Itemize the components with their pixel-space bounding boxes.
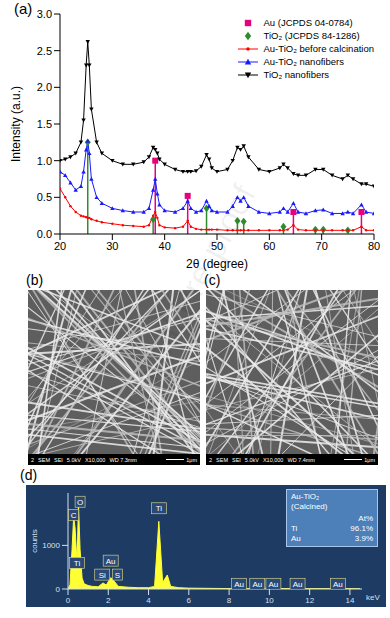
svg-text:Ti: Ti: [74, 559, 81, 568]
svg-text:Journal Pre-proof: Journal Pre-proof: [106, 178, 263, 428]
svg-text:O: O: [77, 498, 83, 507]
svg-text:counts: counts: [30, 529, 39, 553]
svg-text:Au: Au: [252, 580, 262, 589]
svg-text:2.0: 2.0: [37, 81, 52, 93]
svg-text:2.5: 2.5: [37, 45, 52, 57]
svg-text:12: 12: [305, 596, 314, 605]
svg-text:Au: Au: [293, 580, 303, 589]
svg-text:20: 20: [54, 240, 66, 252]
svg-text:30: 30: [106, 240, 118, 252]
svg-text:60: 60: [263, 240, 275, 252]
svg-text:2: 2: [106, 596, 111, 605]
svg-text:4: 4: [146, 596, 151, 605]
svg-text:2θ (degree): 2θ (degree): [186, 257, 248, 271]
svg-text:1.5: 1.5: [37, 118, 52, 130]
svg-text:14: 14: [345, 596, 354, 605]
svg-text:0.0: 0.0: [37, 228, 52, 240]
svg-text:70: 70: [316, 240, 328, 252]
svg-text:0.5: 0.5: [37, 191, 52, 203]
svg-text:S: S: [115, 571, 120, 580]
svg-text:8: 8: [227, 596, 232, 605]
svg-text:Au: Au: [333, 580, 343, 589]
svg-text:40: 40: [159, 240, 171, 252]
svg-text:Ti: Ti: [156, 504, 163, 513]
svg-text:3.0: 3.0: [37, 8, 52, 20]
svg-text:0: 0: [56, 585, 61, 594]
svg-text:Intensity (a.u.): Intensity (a.u.): [9, 86, 23, 162]
svg-text:Au: Au: [106, 557, 116, 566]
svg-text:1000: 1000: [42, 541, 60, 550]
svg-text:Au: Au: [234, 580, 244, 589]
svg-text:50: 50: [211, 240, 223, 252]
svg-text:keV: keV: [366, 593, 380, 602]
svg-text:Au: Au: [268, 580, 278, 589]
svg-text:C: C: [71, 511, 77, 520]
svg-text:Si: Si: [99, 571, 106, 580]
svg-text:80: 80: [368, 240, 380, 252]
svg-text:6: 6: [187, 596, 192, 605]
svg-text:1.0: 1.0: [37, 155, 52, 167]
svg-text:0: 0: [66, 596, 71, 605]
svg-text:10: 10: [265, 596, 274, 605]
